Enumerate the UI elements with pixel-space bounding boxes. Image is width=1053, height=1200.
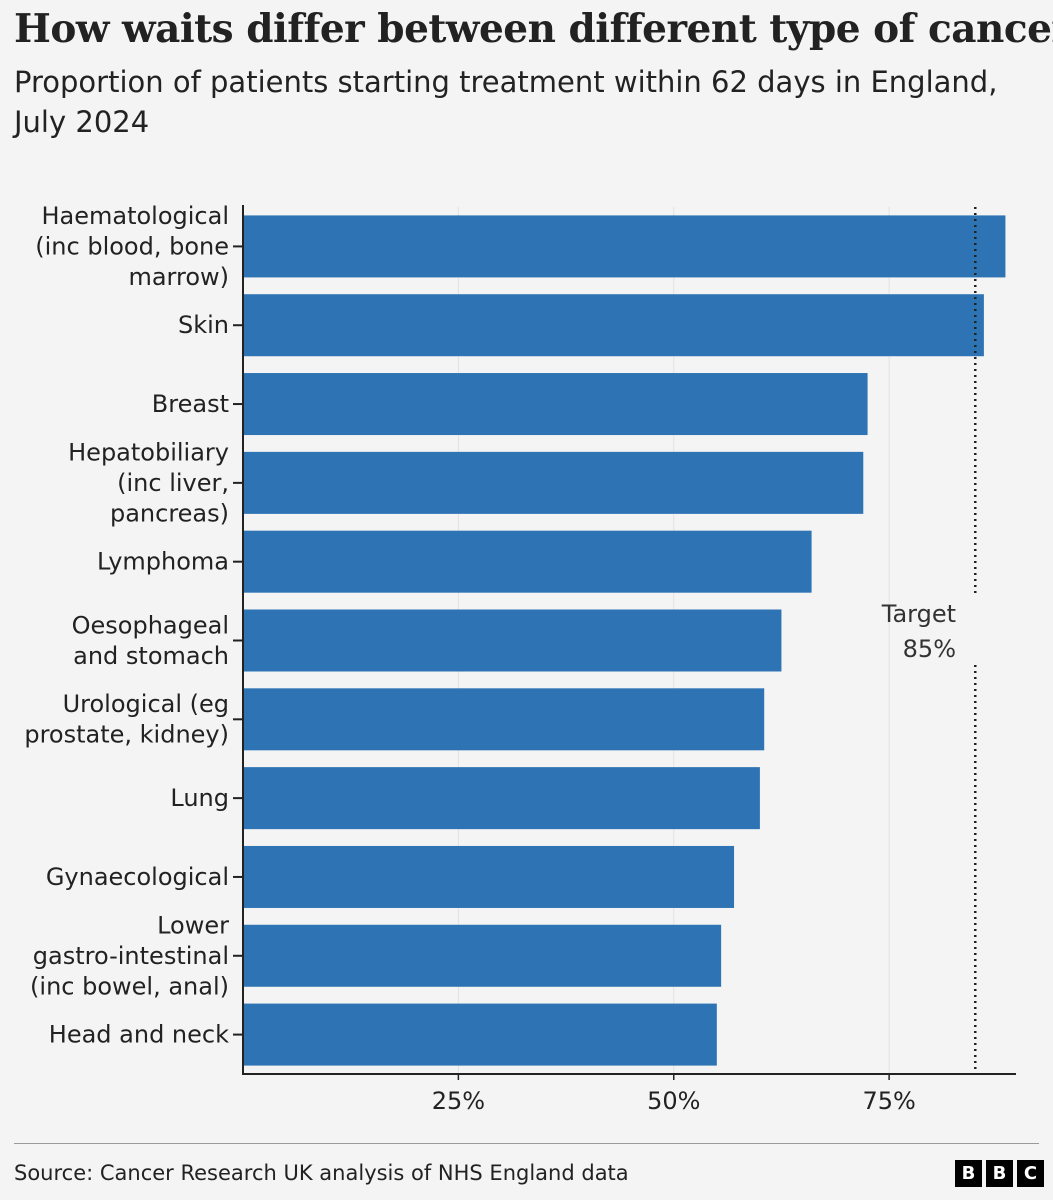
category-label-4-line-0: Lymphoma — [97, 548, 229, 576]
bar-chart: Target 85% Haematological(inc blood, bone m… — [24, 202, 1016, 1115]
category-label-5-line-1: and stomach — [73, 642, 229, 670]
category-label-9-line-2: (inc bowel, anal) — [30, 972, 229, 1000]
category-label-1-line-0: Skin — [178, 311, 229, 339]
category-label-9-line-1: gastro-intestinal — [33, 942, 229, 970]
bar-4 — [243, 530, 812, 593]
x-tick-label-50: 50% — [647, 1087, 700, 1115]
chart-subtitle: Proportion of patients starting treatmen… — [14, 65, 998, 139]
bar-10 — [243, 1003, 717, 1066]
category-label-6-line-1: prostate, kidney) — [24, 721, 229, 749]
logo-letter-c: C — [1017, 1160, 1044, 1187]
category-label-3-line-0: Hepatobiliary — [68, 438, 229, 466]
category-label-5-line-0: Oesophageal — [72, 611, 229, 639]
bar-6 — [243, 688, 765, 751]
source-note: Source: Cancer Research UK analysis of N… — [14, 1161, 629, 1185]
category-label-0-line-2: marrow) — [128, 263, 229, 291]
category-label-0-line-1: (inc blood, bone — [35, 232, 229, 260]
bbc-logo: B B C — [955, 1160, 1044, 1187]
footer-divider — [14, 1143, 1039, 1144]
bar-0 — [243, 215, 1006, 278]
bar-7 — [243, 767, 760, 830]
target-label-line-0: Target — [881, 600, 956, 628]
x-tick-label-75: 75% — [862, 1087, 915, 1115]
category-label-2-line-0: Breast — [152, 390, 229, 418]
category-label-7-line-0: Lung — [170, 784, 229, 812]
logo-letter-b1: B — [955, 1160, 982, 1187]
bar-9 — [243, 924, 722, 987]
bar-8 — [243, 845, 735, 908]
category-label-9-line-0: Lower — [157, 911, 229, 939]
category-label-8-line-0: Gynaecological — [46, 863, 229, 891]
bar-1 — [243, 294, 984, 357]
bar-2 — [243, 373, 868, 436]
target-label-line-1: 85% — [903, 635, 956, 663]
logo-letter-b2: B — [986, 1160, 1013, 1187]
category-label-6-line-0: Urological (eg — [63, 690, 229, 718]
bar-5 — [243, 609, 782, 672]
category-label-3-line-2: pancreas) — [110, 499, 229, 527]
x-tick-label-25: 25% — [432, 1087, 485, 1115]
category-label-0-line-0: Haematological — [41, 202, 229, 230]
bar-3 — [243, 451, 864, 514]
category-label-10-line-0: Head and neck — [49, 1021, 229, 1049]
category-label-3-line-1: (inc liver, — [117, 469, 229, 497]
chart-title: How waits differ between different type … — [14, 6, 1053, 52]
